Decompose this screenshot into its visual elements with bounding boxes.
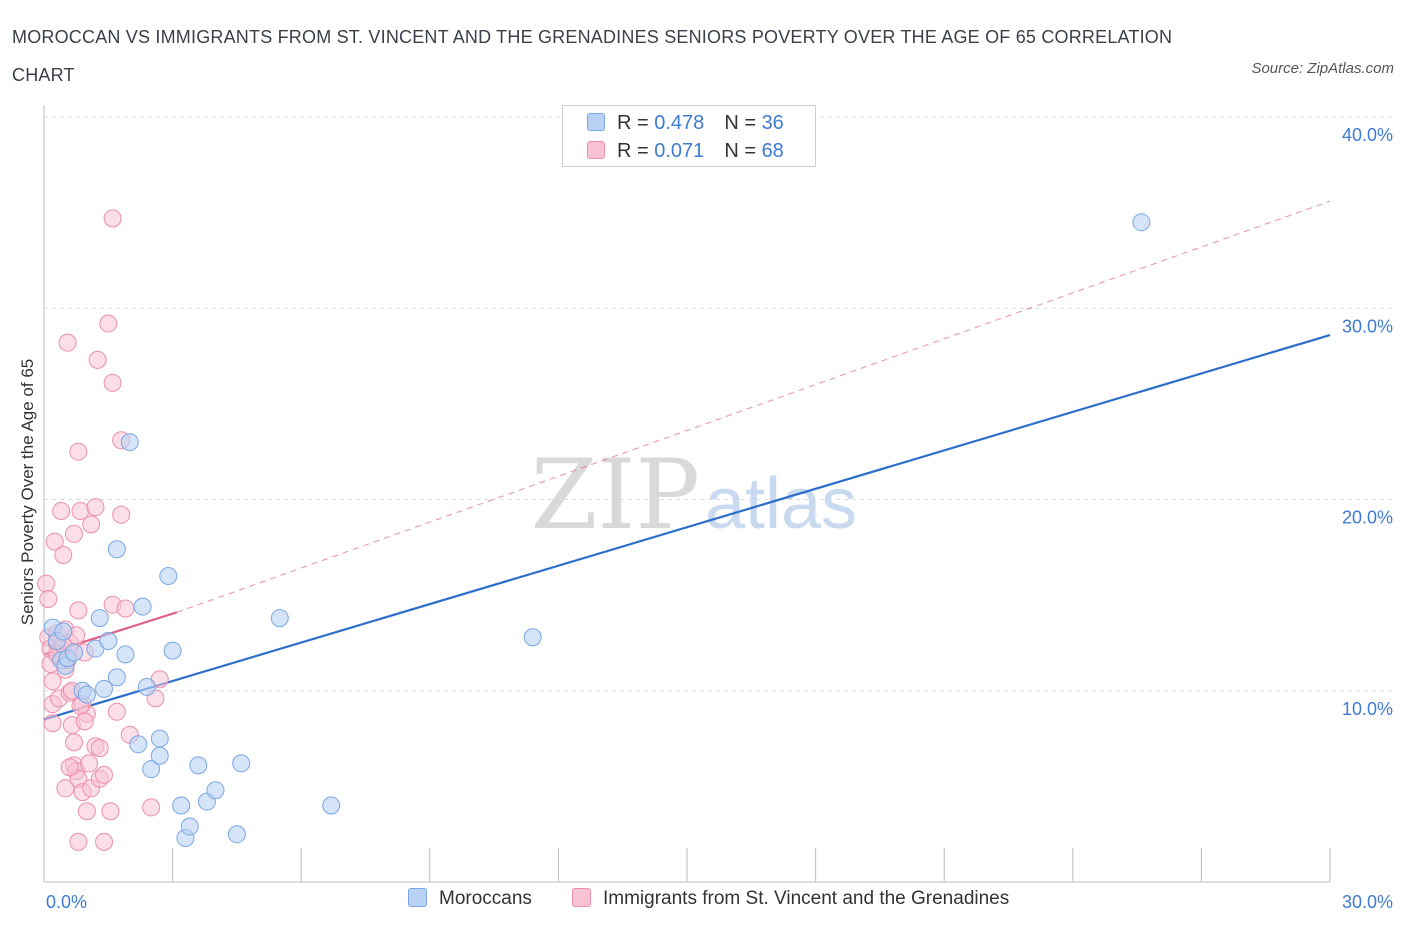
point-moroccans — [120, 433, 139, 452]
data-points — [37, 209, 1151, 851]
point-immigrants — [52, 501, 71, 520]
y-tick-label: 10.0% — [1342, 699, 1393, 719]
legend-swatch-blue — [408, 888, 427, 907]
legend-series: Moroccans Immigrants from St. Vincent an… — [0, 888, 1406, 916]
n-value: 68 — [761, 140, 784, 162]
r-value: 0.478 — [654, 112, 705, 134]
legend-label-immigrants: Immigrants from St. Vincent and the Gren… — [603, 888, 1010, 909]
point-immigrants — [43, 714, 62, 733]
r-label: R = — [617, 112, 655, 134]
point-moroccans — [65, 643, 84, 662]
chart-title: MOROCCAN VS IMMIGRANTS FROM ST. VINCENT … — [12, 27, 1173, 85]
point-immigrants — [88, 350, 107, 369]
point-moroccans — [116, 645, 135, 664]
point-moroccans — [133, 597, 152, 616]
point-moroccans — [137, 677, 156, 696]
point-moroccans — [99, 632, 118, 651]
point-immigrants — [90, 739, 109, 758]
x-tick-label: 0.0% — [46, 892, 87, 912]
point-moroccans — [270, 609, 289, 628]
point-immigrants — [103, 373, 122, 392]
axes — [43, 105, 1331, 883]
point-moroccans — [172, 796, 191, 815]
watermark: ZIP atlas — [531, 439, 857, 551]
grid-lines — [44, 116, 1392, 692]
point-immigrants — [142, 798, 161, 817]
point-immigrants — [95, 832, 114, 851]
point-immigrants — [95, 765, 114, 784]
point-moroccans — [232, 754, 251, 773]
point-immigrants — [69, 601, 88, 620]
point-immigrants — [65, 733, 84, 752]
point-immigrants — [75, 712, 94, 731]
r-value: 0.071 — [654, 140, 705, 162]
point-immigrants — [107, 702, 126, 721]
y-tick-label: 40.0% — [1342, 125, 1393, 145]
y-tick-label: 20.0% — [1342, 508, 1393, 528]
point-moroccans — [322, 796, 341, 815]
point-moroccans — [107, 540, 126, 559]
n-label: N = — [724, 140, 762, 162]
point-immigrants — [77, 802, 96, 821]
point-immigrants — [116, 599, 135, 618]
legend-swatch-pink — [587, 141, 605, 159]
point-moroccans — [189, 756, 208, 775]
source-label: Source: ZipAtlas.com — [1251, 60, 1394, 77]
legend-item-immigrants[interactable]: Immigrants from St. Vincent and the Gren… — [572, 888, 1009, 910]
point-immigrants — [39, 589, 58, 608]
point-immigrants — [101, 802, 120, 821]
point-immigrants — [80, 754, 99, 773]
point-moroccans — [107, 668, 126, 687]
point-moroccans — [180, 817, 199, 836]
point-moroccans — [150, 729, 169, 748]
point-moroccans — [129, 735, 148, 754]
point-immigrants — [43, 672, 62, 691]
legend-stats: R = 0.478 N = 36 R = 0.071 N = 68 — [562, 105, 816, 167]
point-immigrants — [103, 209, 122, 228]
point-immigrants — [82, 515, 101, 534]
point-moroccans — [142, 760, 161, 779]
point-moroccans — [150, 746, 169, 765]
watermark-atlas: atlas — [705, 464, 857, 544]
point-immigrants — [112, 505, 131, 524]
point-immigrants — [58, 333, 77, 352]
point-moroccans — [90, 609, 109, 628]
point-moroccans — [77, 685, 96, 704]
point-immigrants — [65, 524, 84, 543]
point-immigrants — [86, 498, 105, 517]
y-tick-label: 30.0% — [1342, 316, 1393, 336]
point-immigrants — [69, 442, 88, 461]
point-immigrants — [37, 574, 56, 593]
point-moroccans — [523, 628, 542, 647]
point-moroccans — [95, 679, 114, 698]
r-label: R = — [617, 140, 655, 162]
point-immigrants — [60, 758, 79, 777]
point-moroccans — [227, 825, 246, 844]
point-immigrants — [56, 779, 75, 798]
point-moroccans — [163, 641, 182, 660]
legend-swatch-blue — [587, 113, 605, 131]
y-axis-label: Seniors Poverty Over the Age of 65 — [18, 359, 37, 625]
legend-stats-row-moroccans: R = 0.478 N = 36 — [587, 112, 784, 140]
n-value: 36 — [761, 112, 784, 134]
point-immigrants — [99, 314, 118, 333]
point-immigrants — [45, 532, 64, 551]
legend-swatch-pink — [572, 888, 591, 907]
point-moroccans — [206, 781, 225, 800]
legend-item-moroccans[interactable]: Moroccans — [408, 888, 532, 910]
legend-stats-row-immigrants: R = 0.071 N = 68 — [587, 140, 784, 168]
legend-label-moroccans: Moroccans — [439, 888, 532, 909]
trend-line-moroccans — [43, 333, 1331, 721]
tick-labels: 10.0% 20.0% 30.0% 40.0% 0.0% 30.0% — [46, 125, 1393, 912]
point-moroccans — [159, 567, 178, 585]
n-label: N = — [724, 112, 762, 134]
trend-line-immigrants-extended — [176, 200, 1331, 613]
point-moroccans — [1132, 213, 1151, 232]
point-immigrants — [54, 545, 73, 564]
point-immigrants — [69, 832, 88, 851]
x-tick-label: 30.0% — [1342, 892, 1393, 912]
point-moroccans — [54, 622, 73, 641]
